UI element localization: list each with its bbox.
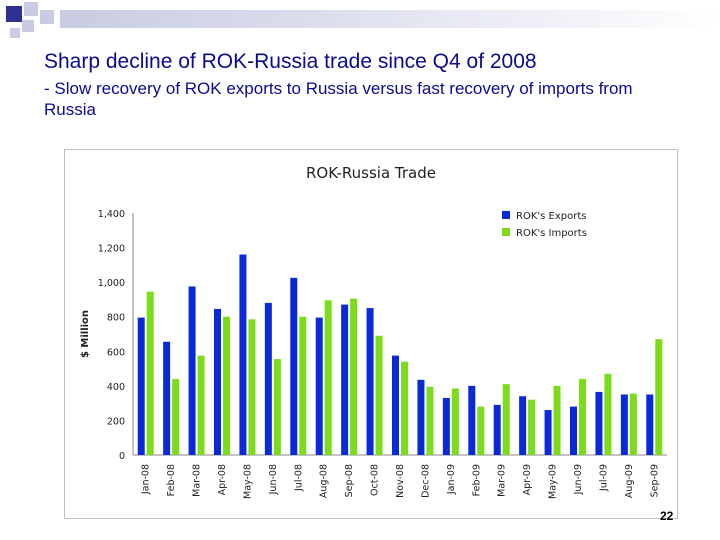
imports-bar (604, 373, 612, 455)
x-tick-label: Jun-09 (573, 464, 584, 495)
header-gradient-bar (60, 10, 720, 28)
imports-bar (528, 399, 536, 455)
x-tick-label: Sep-09 (649, 464, 660, 497)
exports-bar (290, 277, 298, 455)
exports-bar (544, 410, 552, 455)
legend-imports-label: ROK's Imports (516, 228, 587, 239)
exports-bar (595, 391, 603, 455)
x-tick-label: Nov-08 (395, 464, 406, 498)
exports-bar (137, 317, 145, 455)
x-tick-label: Aug-09 (624, 464, 635, 498)
x-tick-label: Aug-08 (319, 464, 330, 498)
y-axis-label: $ Million (80, 310, 91, 358)
imports-bar (273, 359, 281, 455)
exports-bar (570, 406, 577, 455)
imports-bar (223, 316, 230, 455)
exports-bar (239, 254, 247, 455)
imports-bar (451, 388, 459, 455)
imports-bar (375, 335, 383, 455)
exports-bar (341, 304, 349, 455)
x-tick-label: Jan-09 (446, 464, 457, 495)
legend-exports-swatch (502, 211, 510, 219)
imports-bar (629, 393, 637, 455)
legend-imports-swatch (502, 228, 510, 236)
imports-bar (502, 384, 510, 455)
x-tick-label: Apr-09 (522, 464, 533, 495)
x-tick-label: May-09 (548, 464, 559, 499)
legend-exports-label: ROK's Exports (516, 211, 586, 222)
imports-bar (324, 300, 332, 455)
imports-bar (299, 316, 307, 455)
imports-bar (197, 355, 205, 455)
imports-bar (426, 386, 434, 455)
x-tick-label: Jun-08 (268, 464, 279, 495)
y-tick-label: 1,400 (98, 209, 125, 220)
exports-bar (620, 394, 628, 455)
y-tick-label: 800 (107, 313, 125, 324)
exports-bar (417, 379, 425, 455)
x-tick-label: Sep-08 (344, 464, 355, 497)
imports-bar (248, 319, 256, 455)
exports-bar (315, 317, 323, 455)
slide-subtitle: - Slow recovery of ROK exports to Russia… (44, 79, 633, 119)
imports-bar (401, 361, 408, 455)
y-tick-label: 0 (119, 451, 125, 462)
y-tick-label: 200 (107, 416, 125, 427)
y-tick-label: 1,200 (98, 244, 125, 255)
slide-title: Sharp decline of ROK-Russia trade since … (44, 50, 537, 73)
exports-bar (188, 286, 196, 455)
page-number: 22 (660, 509, 674, 523)
exports-bar (366, 308, 374, 455)
exports-bar (493, 404, 501, 455)
exports-bar (264, 302, 272, 455)
x-tick-label: May-08 (242, 464, 253, 499)
x-tick-label: Mar-08 (192, 464, 203, 497)
imports-bar (477, 406, 485, 455)
imports-bar (350, 298, 358, 455)
imports-bar (553, 385, 561, 455)
y-tick-label: 600 (107, 347, 125, 358)
exports-bar (163, 341, 171, 455)
exports-bar (468, 385, 476, 455)
x-tick-label: Apr-08 (217, 464, 228, 495)
imports-bar (655, 339, 663, 455)
exports-bar (392, 355, 399, 455)
chart-title: ROK-Russia Trade (306, 164, 436, 182)
x-tick-label: Dec-08 (420, 464, 431, 498)
x-tick-label: Feb-09 (471, 464, 482, 496)
x-tick-label: Jan-08 (141, 464, 152, 495)
exports-bar (442, 397, 450, 455)
x-tick-label: Oct-08 (370, 464, 381, 496)
x-tick-label: Jul-08 (293, 464, 304, 492)
exports-bar (214, 308, 221, 455)
y-tick-label: 1,000 (98, 278, 125, 289)
trade-chart: ROK-Russia Trade 0 200 400 600 800 1,000 1,200 1… (80, 164, 667, 499)
y-tick-label: 400 (107, 382, 125, 393)
imports-bar (172, 378, 180, 455)
x-tick-label: Mar-09 (497, 464, 508, 497)
exports-bar (646, 394, 654, 455)
exports-bar (519, 396, 527, 455)
chart-container: ROK-Russia Trade 0 200 400 600 800 1,000 1,200 1… (64, 149, 678, 519)
imports-bar (146, 291, 154, 455)
x-tick-label: Jul-09 (598, 464, 609, 492)
x-tick-label: Feb-08 (166, 464, 177, 496)
imports-bar (579, 378, 586, 455)
